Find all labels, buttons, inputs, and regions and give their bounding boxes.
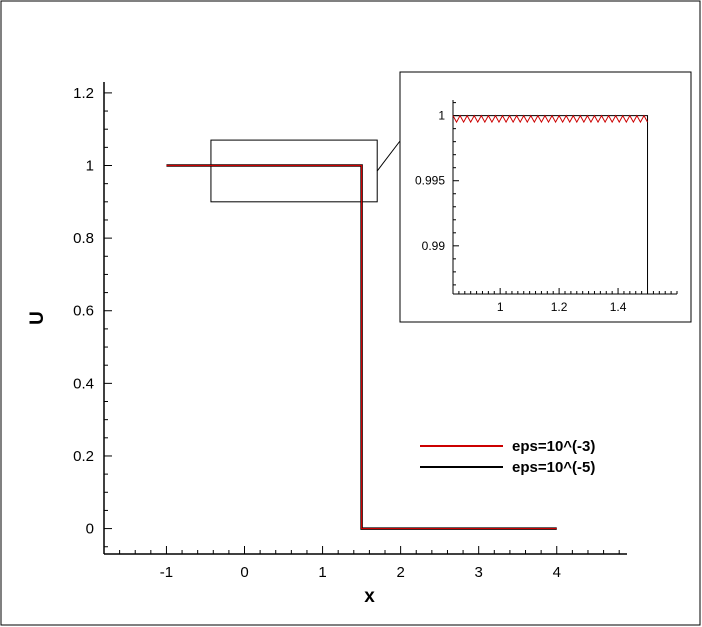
- y-tick-label: 1.2: [73, 85, 94, 102]
- legend-label-eps-1e-3: eps=10^(-3): [512, 438, 595, 455]
- y-tick-label: 1: [86, 158, 94, 175]
- zoom-connector: [376, 140, 401, 172]
- inset-x-tick-label: 1.4: [610, 300, 627, 314]
- legend: eps=10^(-3) eps=10^(-5): [420, 438, 595, 476]
- inset-x-tick-label: 1.2: [551, 300, 568, 314]
- y-tick-label: 0.4: [73, 375, 94, 392]
- main-ticks: -1 0 1 2 3 4 0 0.2 0.4 0.6 0.8 1 1.2: [73, 85, 620, 581]
- inset-y-tick-label: 1: [438, 109, 445, 123]
- x-tick-label: 2: [396, 564, 404, 581]
- x-tick-label: 4: [553, 564, 561, 581]
- x-tick-label: 0: [240, 564, 248, 581]
- x-tick-label: 3: [475, 564, 483, 581]
- main-plot: -1 0 1 2 3 4 0 0.2 0.4 0.6 0.8 1 1.2 x U: [27, 82, 627, 607]
- inset-y-tick-label: 0.995: [415, 174, 445, 188]
- y-tick-label: 0.6: [73, 303, 94, 320]
- y-axis-title: U: [27, 311, 48, 325]
- inset-series: [452, 114, 649, 294]
- inset-ticks: 1 1.2 1.4 0.99 0.995 1: [415, 102, 678, 314]
- inset-series-line-eps-10-5: [453, 115, 649, 294]
- inset-series-line-eps-10-3: [452, 114, 648, 124]
- inset-frame: [399, 71, 692, 323]
- zoom-box: [210, 139, 401, 203]
- inset-x-tick-label: 1: [497, 300, 504, 314]
- main-series: [166, 164, 557, 530]
- y-tick-label: 0.8: [73, 230, 94, 247]
- inset-y-tick-label: 0.99: [422, 239, 446, 253]
- series-line-eps-10-3: [166, 164, 557, 530]
- legend-label-eps-1e-5: eps=10^(-5): [512, 459, 595, 476]
- main-axes: [103, 82, 627, 555]
- x-tick-label: 1: [318, 564, 326, 581]
- y-tick-label: 0.2: [73, 448, 94, 465]
- x-axis-title: x: [364, 586, 375, 607]
- x-tick-label: -1: [160, 564, 173, 581]
- y-tick-label: 0: [86, 521, 94, 538]
- inset-plot: 1 1.2 1.4 0.99 0.995 1: [399, 71, 692, 323]
